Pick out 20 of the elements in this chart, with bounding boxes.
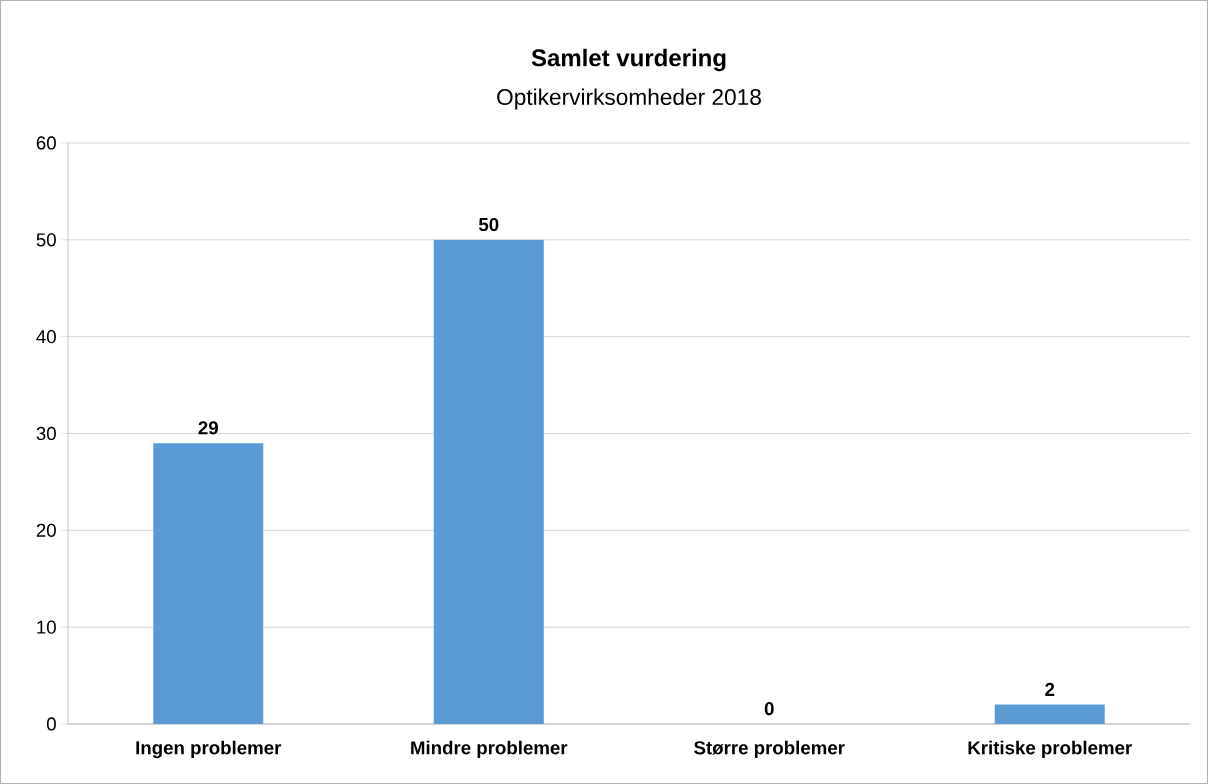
- y-tick-label: 20: [36, 523, 56, 537]
- bar: [433, 239, 544, 724]
- data-label: 50: [478, 217, 499, 232]
- y-tick-label: 30: [36, 426, 56, 441]
- chart-subtitle: Optikervirksomheder 2018: [497, 88, 761, 110]
- y-tick-label: 60: [36, 136, 56, 150]
- data-label: 0: [764, 702, 774, 716]
- data-label: 2: [1045, 682, 1055, 696]
- y-tick-label: 40: [36, 330, 56, 344]
- y-tick-label: 0: [46, 717, 56, 731]
- data-label: 29: [198, 421, 218, 435]
- x-tick-label: Større problemer: [694, 740, 845, 759]
- y-tick-label: 50: [36, 233, 56, 247]
- x-tick-label: Kritiske problemer: [968, 740, 1132, 759]
- y-tick-label: 10: [37, 620, 56, 634]
- bar: [153, 443, 264, 724]
- x-tick-label: Ingen problemer: [136, 740, 282, 759]
- chart-title: Samlet vurdering: [531, 48, 726, 72]
- bar: [994, 704, 1105, 724]
- x-tick-label: Mindre problemer: [411, 740, 568, 759]
